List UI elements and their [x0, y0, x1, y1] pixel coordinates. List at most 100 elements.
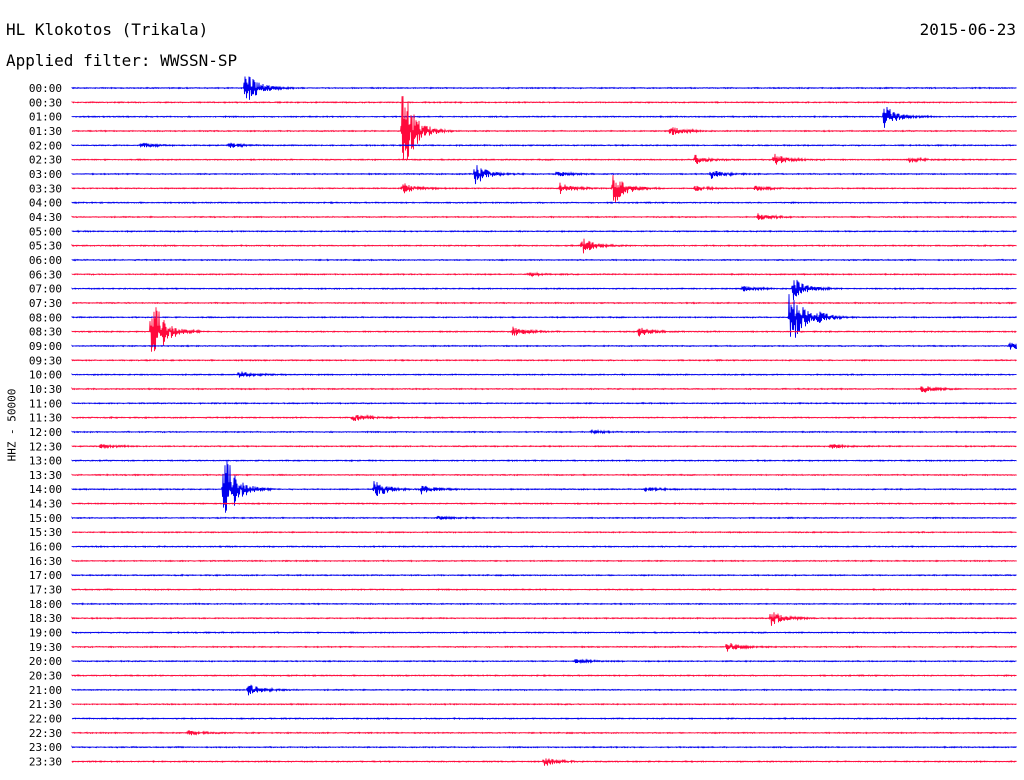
- seismogram-trace-0000: [71, 76, 1017, 100]
- time-tick-label: 10:00: [29, 369, 62, 382]
- time-tick-label: 14:00: [29, 483, 62, 496]
- seismogram-trace-0430: [71, 213, 1017, 220]
- time-tick-label: 03:00: [29, 168, 62, 181]
- seismogram-trace-1630: [71, 559, 1017, 563]
- time-tick-label: 09:00: [29, 340, 62, 353]
- seismogram-trace-1230: [71, 443, 1017, 450]
- time-tick-label: 02:30: [29, 154, 62, 167]
- time-tick-label: 07:00: [29, 283, 62, 296]
- time-tick-label: 13:30: [29, 469, 62, 482]
- time-tick-label: 13:00: [29, 455, 62, 468]
- seismogram-trace-0200: [71, 142, 1017, 149]
- seismogram-trace-1330: [71, 473, 1017, 477]
- seismogram-trace-1830: [71, 612, 1017, 626]
- time-tick-label: 00:30: [29, 96, 62, 109]
- time-tick-label: 15:00: [29, 512, 62, 525]
- seismogram-trace-1030: [71, 386, 1017, 393]
- time-tick-label: 18:30: [29, 612, 62, 625]
- seismogram-trace-1500: [71, 515, 1017, 521]
- time-tick-label: 21:30: [29, 698, 62, 711]
- seismogram-trace-0830: [71, 307, 1017, 352]
- time-tick-label: 23:00: [29, 741, 62, 754]
- seismogram-trace-0230: [71, 153, 1017, 165]
- seismogram-trace-0330: [71, 175, 1017, 203]
- seismogram-trace-1900: [71, 630, 1017, 635]
- seismogram-trace-2300: [71, 745, 1017, 749]
- time-tick-label: 04:00: [29, 197, 62, 210]
- seismogram-trace-2230: [71, 730, 1017, 736]
- time-tick-label: 12:30: [29, 440, 62, 453]
- seismogram-trace-1130: [71, 414, 1017, 421]
- seismogram-trace-0100: [71, 106, 1017, 128]
- time-tick-label: 16:30: [29, 555, 62, 568]
- time-tick-label: 19:30: [29, 641, 62, 654]
- seismogram-trace-0030: [71, 100, 1017, 104]
- time-tick-label: 05:00: [29, 225, 62, 238]
- time-tick-label: 18:00: [29, 598, 62, 611]
- seismogram-trace-0300: [71, 165, 1017, 185]
- seismogram-trace-1800: [71, 602, 1017, 606]
- time-tick-label: 05:30: [29, 240, 62, 253]
- seismogram-trace-0930: [71, 358, 1017, 362]
- time-tick-label: 11:30: [29, 412, 62, 425]
- time-tick-label: 03:30: [29, 182, 62, 195]
- seismogram-trace-0730: [71, 301, 1017, 305]
- seismogram-trace-1430: [71, 501, 1017, 506]
- time-tick-label: 11:00: [29, 397, 62, 410]
- date-label: 2015-06-23: [919, 20, 1016, 39]
- time-tick-label: 20:30: [29, 670, 62, 683]
- time-tick-label: 21:00: [29, 684, 62, 697]
- time-tick-label: 17:30: [29, 584, 62, 597]
- time-tick-label: 01:00: [29, 111, 62, 124]
- time-tick-label: 00:00: [29, 82, 62, 95]
- time-tick-label: 15:30: [29, 526, 62, 539]
- time-tick-label: 07:30: [29, 297, 62, 310]
- seismogram-trace-2100: [71, 684, 1017, 696]
- time-tick-label: 12:00: [29, 426, 62, 439]
- seismogram-trace-1700: [71, 573, 1017, 577]
- seismogram-trace-0600: [71, 258, 1017, 262]
- time-tick-label: 19:00: [29, 627, 62, 640]
- time-tick-label: 23:30: [29, 756, 62, 769]
- seismogram-trace-2200: [71, 717, 1017, 721]
- time-tick-label: 04:30: [29, 211, 62, 224]
- time-tick-label: 22:00: [29, 713, 62, 726]
- station-title: HL Klokotos (Trikala): [6, 20, 209, 39]
- seismogram-trace-1300: [71, 459, 1017, 463]
- seismogram-trace-0500: [71, 229, 1017, 233]
- seismogram-trace-0400: [71, 201, 1017, 205]
- seismogram-trace-1930: [71, 643, 1017, 652]
- seismogram-trace-2130: [71, 702, 1017, 706]
- time-tick-label: 01:30: [29, 125, 62, 138]
- seismogram-trace-1200: [71, 428, 1017, 435]
- time-tick-label: 10:30: [29, 383, 62, 396]
- seismogram-trace-1600: [71, 544, 1017, 549]
- time-tick-label: 17:00: [29, 569, 62, 582]
- time-tick-label: 09:30: [29, 354, 62, 367]
- seismogram-trace-0900: [71, 342, 1017, 350]
- time-tick-label: 06:00: [29, 254, 62, 267]
- time-tick-label: 06:30: [29, 268, 62, 281]
- time-tick-label: 08:30: [29, 326, 62, 339]
- seismogram-trace-1000: [71, 371, 1017, 378]
- time-tick-label: 08:00: [29, 311, 62, 324]
- seismogram-trace-1530: [71, 530, 1017, 534]
- filter-label: Applied filter: WWSSN-SP: [6, 51, 238, 70]
- seismogram-trace-2000: [71, 658, 1017, 664]
- seismogram-trace-2330: [71, 758, 1017, 766]
- seismogram-trace-2030: [71, 673, 1017, 678]
- seismogram-trace-1730: [71, 588, 1017, 592]
- seismogram-trace-1400: [71, 459, 1017, 513]
- time-tick-label: 20:00: [29, 655, 62, 668]
- seismogram-trace-0530: [71, 238, 1017, 254]
- time-tick-label: 14:30: [29, 498, 62, 511]
- seismogram-trace-0700: [71, 279, 1017, 301]
- seismogram-trace-0130: [71, 96, 1017, 160]
- time-tick-label: 02:00: [29, 139, 62, 152]
- seismogram-trace-1100: [71, 401, 1017, 405]
- seismogram-trace-0800: [71, 294, 1017, 338]
- time-tick-label: 22:30: [29, 727, 62, 740]
- time-tick-label: 16:00: [29, 541, 62, 554]
- seismogram-trace-0630: [71, 271, 1017, 278]
